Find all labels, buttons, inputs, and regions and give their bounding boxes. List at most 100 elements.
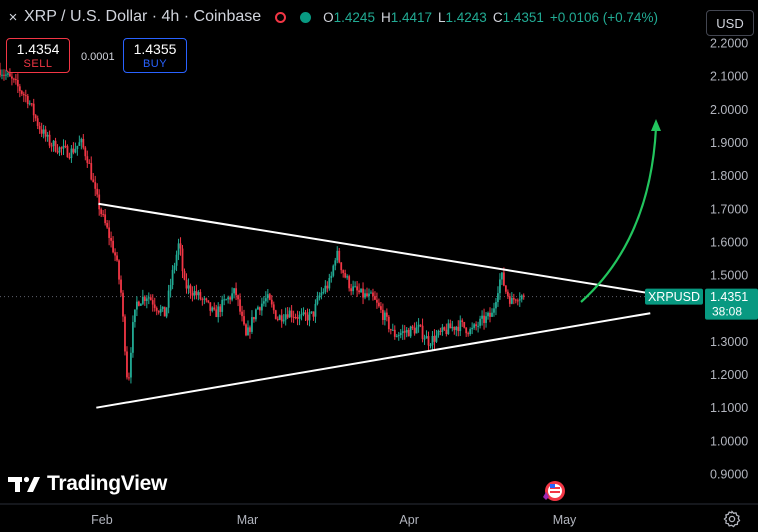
candle-body	[256, 307, 259, 310]
flag-sparkle	[543, 492, 549, 500]
candle-body	[453, 326, 456, 331]
candle-body	[387, 316, 390, 330]
candle-body	[126, 351, 128, 378]
candle-body	[320, 292, 323, 296]
candle-body	[149, 297, 152, 301]
arrow-curve	[580, 127, 658, 303]
candle-body	[247, 327, 249, 336]
candle-body	[130, 352, 132, 378]
candle-body	[391, 329, 394, 331]
candle-body	[328, 277, 331, 289]
candle-body	[508, 296, 511, 304]
sell-button[interactable]: 1.4354 SELL	[6, 38, 70, 73]
candle-body	[461, 320, 464, 322]
candle-body	[465, 327, 468, 334]
candle-body	[266, 294, 269, 299]
candle-body	[324, 285, 327, 292]
price-axis[interactable]: 2.2000 2.1000 2.0000 1.9000 1.8000 1.7000 1.60…	[710, 37, 748, 482]
candle-body	[245, 324, 247, 336]
candle-body	[376, 299, 378, 303]
candle-body	[425, 336, 428, 339]
ohlc-low: L1.4243	[438, 9, 487, 25]
data-status-icon[interactable]	[300, 11, 312, 23]
candle-body	[235, 288, 237, 296]
candle-body	[504, 285, 507, 292]
candle-body	[435, 335, 438, 342]
candle-body	[280, 315, 283, 322]
candle-body	[90, 163, 93, 180]
candle-body	[147, 297, 150, 299]
candle-body	[379, 306, 382, 310]
candle-body	[135, 301, 138, 310]
candle-body	[338, 250, 341, 263]
candle-body	[3, 74, 5, 76]
candle-body	[381, 309, 384, 321]
candle-body	[137, 301, 140, 306]
candle-body	[173, 265, 176, 270]
close-icon[interactable]: ×	[8, 8, 18, 26]
candle-body	[36, 118, 39, 126]
y-tick-label: 0.9000	[710, 468, 748, 482]
market-status-icon[interactable]	[275, 11, 287, 23]
buy-button[interactable]: 1.4355 BUY	[123, 38, 187, 73]
candle-body	[401, 331, 404, 334]
candle-body	[362, 288, 364, 298]
candle-body	[370, 292, 372, 294]
candle-body	[157, 310, 160, 313]
candle-body	[469, 329, 472, 335]
candle-body	[352, 286, 355, 292]
candle-body	[84, 147, 87, 157]
candle-body	[514, 299, 517, 301]
chart-header: × XRP / U.S. Dollar · 4h · Coinbase O1.4…	[0, 6, 658, 28]
candle-body	[159, 308, 162, 313]
settings-icon[interactable]	[722, 509, 742, 529]
candle-body	[441, 327, 444, 332]
candle-body	[225, 299, 228, 301]
candle-body	[447, 323, 450, 335]
candle-body	[294, 316, 297, 318]
candle-body	[499, 279, 501, 294]
tradingview-logo[interactable]: TradingView	[8, 472, 167, 496]
candle-body	[76, 145, 79, 150]
candle-body	[207, 300, 210, 303]
candle-body	[395, 336, 398, 338]
candle-body	[443, 327, 446, 330]
candle-body	[227, 297, 230, 300]
candle-body	[217, 306, 220, 318]
time-axis[interactable]: Feb Mar Apr May	[91, 513, 577, 527]
symbol-title[interactable]: XRP / U.S. Dollar · 4h · Coinbase	[24, 8, 262, 25]
candle-body	[134, 309, 136, 323]
y-tick-label: 2.1000	[710, 70, 748, 84]
candle-body	[46, 134, 49, 137]
event-flag-icon[interactable]	[543, 481, 565, 501]
candle-body	[360, 288, 362, 293]
candle-body	[185, 279, 188, 289]
candle-body	[342, 270, 345, 274]
trendline-lower	[96, 312, 651, 409]
candle-body	[322, 291, 325, 293]
candle-body	[477, 325, 480, 327]
candle-body	[64, 145, 67, 147]
candle-body	[161, 306, 164, 309]
candle-body	[459, 320, 462, 332]
candle-body	[310, 311, 313, 313]
candle-body	[24, 95, 27, 97]
candle-body	[34, 115, 37, 119]
candle-body	[171, 269, 174, 286]
candle-body	[495, 302, 497, 309]
sell-price: 1.4354	[16, 41, 60, 57]
candle-body	[479, 318, 481, 326]
candle-body	[251, 317, 253, 332]
candle-body	[141, 296, 144, 304]
candle-body	[298, 314, 301, 319]
candle-body	[60, 147, 63, 149]
candle-body	[120, 279, 122, 293]
candle-body	[270, 299, 273, 305]
candle-body	[264, 298, 267, 302]
candle-body	[110, 237, 112, 241]
candle-body	[189, 285, 192, 293]
candle-body	[219, 306, 222, 312]
currency-button[interactable]: USD	[706, 10, 754, 36]
